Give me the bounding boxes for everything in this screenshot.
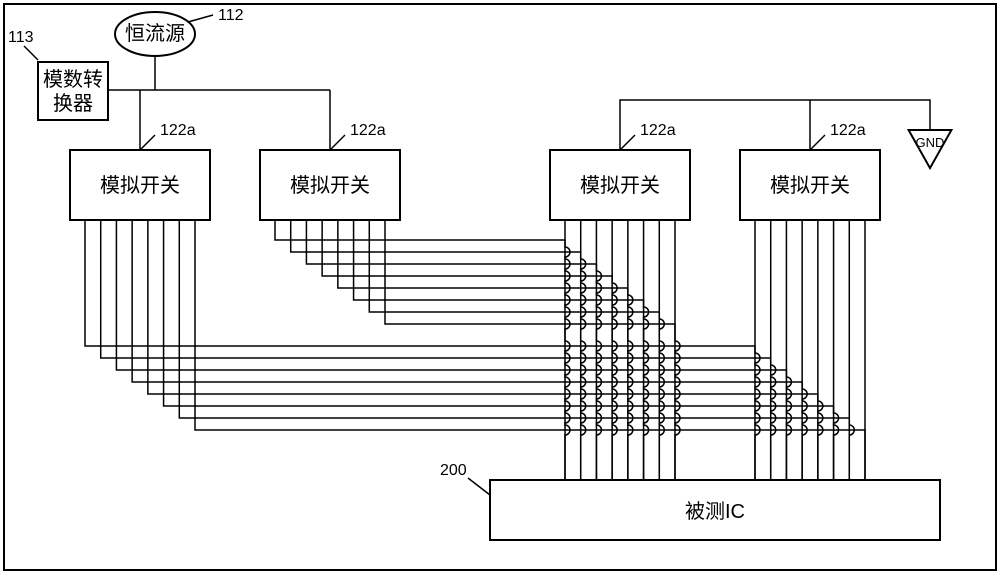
ref-122a-2: 122a [350, 122, 386, 139]
analog-switch-label-4: 模拟开关 [770, 174, 850, 197]
analog-switch-label-3: 模拟开关 [580, 174, 660, 197]
wire-sw2-2 [306, 220, 596, 480]
wire-sw1-5 [164, 220, 834, 480]
ref-122a-1: 122a [160, 122, 196, 139]
wire-sw4-1 [771, 220, 776, 480]
ref-122a-4: 122a [830, 122, 866, 139]
ref-122a-leader-3 [620, 135, 635, 150]
gnd-label: GND [916, 135, 945, 150]
wire-sw1-0 [85, 220, 755, 480]
wire-sw2-1 [291, 220, 581, 480]
wire-sw4-0 [755, 220, 760, 480]
ref-200-leader [468, 478, 490, 495]
wire-sw4-2 [786, 220, 791, 480]
wire-sw1-7 [195, 220, 865, 480]
analog-switch-label-2: 模拟开关 [290, 174, 370, 197]
ccs-label: 恒流源 [125, 22, 185, 45]
analog-switch-label-1: 模拟开关 [100, 174, 180, 197]
ref-112-leader [188, 15, 213, 22]
wire-sw1-2 [116, 220, 786, 480]
wire-sw4-4 [818, 220, 823, 480]
adc-label-1: 模数转 [43, 68, 103, 91]
wire-sw1-4 [148, 220, 818, 480]
wire-sw4-5 [834, 220, 839, 480]
ref-112: 112 [218, 7, 244, 24]
ref-113-leader [24, 46, 38, 60]
wire-sw1-3 [132, 220, 802, 480]
ref-122a-3: 122a [640, 122, 676, 139]
adc-label-2: 换器 [53, 92, 93, 115]
wire-sw1-1 [101, 220, 771, 480]
wire-sw2-0 [275, 220, 565, 480]
ref-122a-leader-4 [810, 135, 825, 150]
ref-122a-leader-1 [140, 135, 155, 150]
wire-sw4-6 [849, 220, 854, 480]
wire-sw1-6 [179, 220, 849, 480]
ref-113: 113 [8, 29, 34, 46]
dut-label: 被测IC [685, 500, 745, 523]
ref-200: 200 [440, 462, 467, 479]
wire-sw4-3 [802, 220, 807, 480]
ref-122a-leader-2 [330, 135, 345, 150]
